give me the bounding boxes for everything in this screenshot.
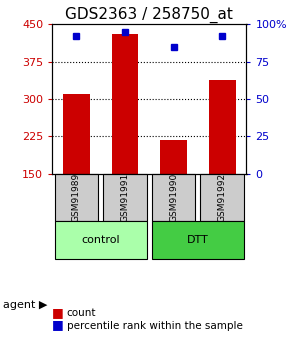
FancyBboxPatch shape: [55, 221, 147, 259]
Text: GSM91992: GSM91992: [218, 173, 227, 222]
Text: ■: ■: [52, 318, 64, 332]
Text: GSM91990: GSM91990: [169, 173, 178, 222]
Text: count: count: [67, 308, 96, 318]
Bar: [209, 80, 235, 174]
Text: agent ▶: agent ▶: [3, 300, 47, 310]
FancyBboxPatch shape: [103, 174, 147, 221]
Bar: [63, 94, 90, 174]
Text: DTT: DTT: [187, 235, 209, 245]
Bar: [160, 140, 187, 174]
Text: GSM91991: GSM91991: [121, 173, 130, 222]
Title: GDS2363 / 258750_at: GDS2363 / 258750_at: [66, 7, 233, 23]
Text: GSM91989: GSM91989: [72, 173, 81, 222]
FancyBboxPatch shape: [55, 174, 98, 221]
FancyBboxPatch shape: [152, 221, 244, 259]
FancyBboxPatch shape: [200, 174, 244, 221]
Bar: [112, 34, 138, 174]
FancyBboxPatch shape: [152, 174, 195, 221]
Text: control: control: [81, 235, 120, 245]
Text: ■: ■: [52, 306, 64, 319]
Text: percentile rank within the sample: percentile rank within the sample: [67, 321, 242, 331]
